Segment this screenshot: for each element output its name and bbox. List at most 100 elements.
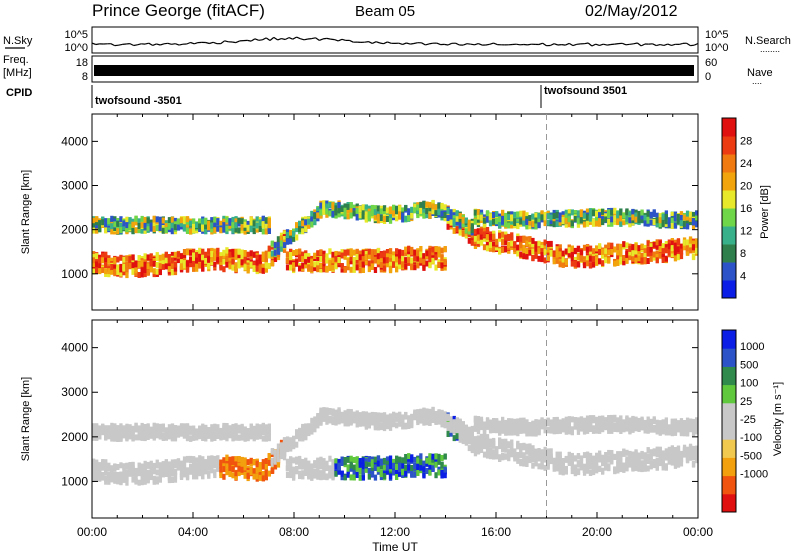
noise-seg-5650 [281, 39, 285, 40]
velocity-cell-1035 [201, 426, 204, 432]
velocity-cell-1959 [301, 428, 304, 434]
power-cell-306 [122, 220, 125, 226]
velocity-cell-3171 [434, 472, 437, 478]
power-cell-3916 [513, 212, 516, 218]
power-cell-5570 [692, 218, 695, 224]
power-cell-1676 [271, 241, 274, 247]
power-cell-48 [95, 228, 98, 234]
velocity-cell-2715 [383, 412, 386, 418]
power-cell-4534 [580, 209, 583, 215]
power-cell-3960 [519, 242, 522, 248]
power-cell-5484 [683, 215, 686, 221]
power-cell-4630 [592, 248, 595, 254]
power-cell-880 [186, 261, 189, 267]
velocity-cell-2067 [313, 426, 316, 432]
power-cell-2126 [319, 210, 322, 216]
power-cell-2700 [383, 266, 386, 272]
date-title: 02/May/2012 [585, 3, 678, 20]
velocity-cell-2153 [322, 410, 325, 416]
velocity-cell-875 [186, 474, 189, 480]
velocity-cell-1799 [286, 459, 289, 465]
velocity-cell-1761 [280, 443, 283, 449]
power-cell-4058 [528, 215, 531, 221]
power-cell-2812 [395, 257, 398, 263]
noise-seg-5605 [111, 44, 115, 46]
velocity-cell-3065 [422, 466, 425, 472]
velocity-cell-1759 [280, 453, 283, 459]
power-cell-1370 [237, 218, 240, 224]
power-cell-4488 [577, 253, 580, 259]
noise-seg-5659 [316, 38, 320, 41]
velocity-cell-1507 [253, 435, 256, 441]
velocity-cell-2693 [383, 464, 386, 470]
power-cell-474 [141, 222, 144, 228]
power-cell-1230 [222, 227, 225, 233]
power-cell-3058 [422, 265, 425, 271]
velocity-cell-2113 [319, 457, 322, 463]
power-cell-1468 [250, 262, 253, 268]
power-cell-3034 [419, 257, 422, 263]
power-cell-2808 [395, 248, 398, 254]
noise-seg-5745 [641, 44, 645, 46]
power-cell-2826 [395, 208, 398, 214]
power-cell-796 [177, 251, 180, 257]
power-cell-2152 [322, 203, 325, 209]
power-cell-2066 [313, 219, 316, 225]
power-cell-5244 [659, 253, 662, 259]
velocity-cell-909 [189, 465, 192, 471]
velocity-cell-2281 [337, 465, 340, 471]
noise-seg-5631 [209, 42, 213, 43]
power-cell-2906 [404, 216, 407, 222]
power-cell-3526 [471, 223, 474, 229]
power-cell-874 [186, 267, 189, 273]
power-cell-4280 [553, 213, 556, 219]
velocity-cell-2223 [331, 465, 334, 471]
velocity-cell-979 [195, 429, 198, 435]
velocity-cell-3269 [444, 411, 447, 417]
velocity-cell-307 [122, 428, 125, 434]
power-cell-2292 [337, 207, 340, 213]
power-cell-206 [113, 257, 116, 263]
noise-tick-right-top: 10^5 [705, 29, 729, 41]
velocity-cell-2025 [310, 466, 313, 472]
velocity-cell-3541 [474, 443, 477, 449]
power-cell-3330 [450, 213, 453, 219]
velocity-cell-855 [183, 423, 186, 429]
power-cell-726 [168, 223, 171, 229]
power-cell-5346 [668, 221, 671, 227]
velocity-cell-1953 [301, 436, 304, 442]
velocity-cell-399 [134, 475, 137, 481]
velocity-cell-3415 [459, 429, 462, 435]
velocity-cell-2893 [404, 471, 407, 477]
velocity-cell-2839 [398, 457, 401, 463]
noise-seg-5725 [565, 43, 569, 45]
velocity-cell-2967 [410, 414, 413, 420]
power-cell-1440 [247, 265, 250, 271]
power-cell-2854 [398, 205, 401, 211]
velocity-cell-3859 [507, 430, 510, 436]
power-cell-1160 [216, 251, 219, 257]
velocity-cell-1355 [237, 466, 240, 472]
power-cell-1436 [247, 252, 250, 258]
power-cell-2766 [389, 209, 392, 215]
power-cell-3246 [440, 211, 443, 217]
power-cell-3736 [495, 239, 498, 245]
noise-seg-5676 [380, 43, 384, 44]
power-cell-648 [162, 264, 165, 270]
noise-seg-5735 [603, 44, 607, 45]
noise-seg-5660 [319, 39, 323, 41]
power-cell-2294 [337, 202, 340, 208]
velocity-cell-2589 [371, 462, 374, 468]
power-cell-810 [177, 218, 180, 224]
velocity-cell-2057 [313, 469, 316, 475]
power-cell-3980 [522, 253, 525, 259]
power-cell-152 [107, 268, 110, 274]
power-cell-4010 [525, 254, 528, 260]
power-cell-2680 [380, 215, 383, 221]
power-cell-4840 [613, 216, 616, 222]
power-cell-1584 [262, 228, 265, 234]
power-cell-5556 [692, 244, 695, 250]
power-cell-2952 [410, 264, 413, 270]
power-cell-670 [162, 218, 165, 224]
velocity-cell-277 [119, 423, 122, 429]
